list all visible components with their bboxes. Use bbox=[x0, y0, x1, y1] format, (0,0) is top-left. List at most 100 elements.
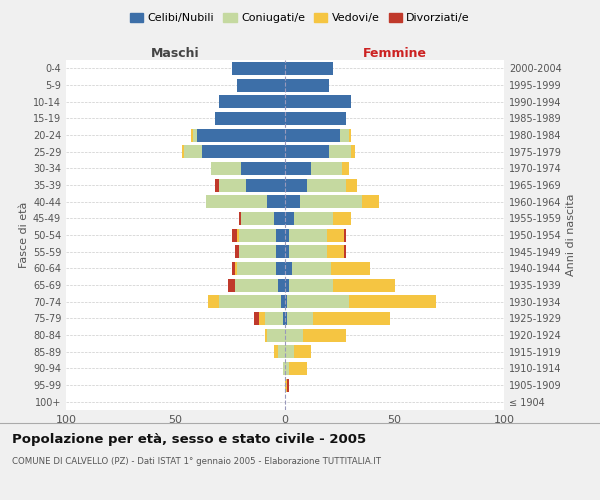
Bar bbox=[285, 328, 302, 342]
Bar bbox=[237, 262, 276, 275]
Bar bbox=[278, 278, 285, 291]
Bar bbox=[278, 345, 285, 358]
Bar bbox=[285, 245, 289, 258]
Bar bbox=[307, 178, 346, 192]
Bar bbox=[239, 228, 276, 241]
Y-axis label: Fasce di età: Fasce di età bbox=[19, 202, 29, 268]
Bar bbox=[285, 278, 289, 291]
Text: Femmine: Femmine bbox=[362, 47, 427, 60]
Bar bbox=[333, 278, 395, 291]
Bar bbox=[235, 245, 239, 258]
Bar bbox=[220, 295, 281, 308]
Bar bbox=[182, 145, 184, 158]
Bar bbox=[313, 312, 390, 325]
Bar bbox=[241, 162, 285, 175]
Bar bbox=[285, 378, 287, 392]
Bar bbox=[292, 262, 331, 275]
Bar bbox=[235, 262, 237, 275]
Bar bbox=[265, 312, 283, 325]
Bar bbox=[301, 195, 362, 208]
Bar bbox=[346, 178, 357, 192]
Legend: Celibi/Nubili, Coniugati/e, Vedovi/e, Divorziati/e: Celibi/Nubili, Coniugati/e, Vedovi/e, Di… bbox=[125, 8, 475, 28]
Bar bbox=[184, 145, 202, 158]
Bar bbox=[208, 295, 220, 308]
Bar bbox=[285, 195, 301, 208]
Bar bbox=[259, 312, 265, 325]
Bar bbox=[349, 128, 350, 141]
Bar bbox=[289, 278, 333, 291]
Bar bbox=[289, 245, 326, 258]
Bar bbox=[344, 228, 346, 241]
Bar bbox=[245, 178, 285, 192]
Bar bbox=[237, 78, 285, 92]
Bar bbox=[215, 112, 285, 125]
Bar bbox=[349, 295, 436, 308]
Bar bbox=[276, 228, 285, 241]
Bar bbox=[211, 162, 241, 175]
Text: COMUNE DI CALVELLO (PZ) - Dati ISTAT 1° gennaio 2005 - Elaborazione TUTTITALIA.I: COMUNE DI CALVELLO (PZ) - Dati ISTAT 1° … bbox=[12, 457, 381, 466]
Bar bbox=[285, 178, 307, 192]
Bar bbox=[268, 328, 285, 342]
Bar bbox=[294, 212, 333, 225]
Bar bbox=[289, 228, 326, 241]
Bar bbox=[254, 312, 259, 325]
Bar bbox=[239, 245, 276, 258]
Bar bbox=[351, 145, 355, 158]
Bar bbox=[220, 178, 245, 192]
Bar bbox=[287, 295, 349, 308]
Bar bbox=[340, 128, 349, 141]
Bar bbox=[202, 145, 285, 158]
Text: Maschi: Maschi bbox=[151, 47, 200, 60]
Bar bbox=[276, 262, 285, 275]
Bar bbox=[333, 212, 350, 225]
Bar bbox=[197, 128, 285, 141]
Bar bbox=[285, 162, 311, 175]
Bar bbox=[285, 212, 294, 225]
Bar bbox=[344, 245, 346, 258]
Bar bbox=[285, 128, 340, 141]
Bar bbox=[232, 228, 237, 241]
Bar bbox=[285, 95, 351, 108]
Bar bbox=[326, 245, 344, 258]
Bar bbox=[285, 312, 287, 325]
Bar bbox=[289, 362, 307, 375]
Bar bbox=[294, 345, 311, 358]
Bar bbox=[362, 195, 379, 208]
Bar bbox=[235, 278, 278, 291]
Bar bbox=[285, 362, 289, 375]
Bar bbox=[331, 262, 370, 275]
Bar bbox=[285, 112, 346, 125]
Bar bbox=[274, 345, 278, 358]
Bar bbox=[232, 262, 235, 275]
Bar bbox=[342, 162, 349, 175]
Bar bbox=[287, 378, 289, 392]
Bar bbox=[237, 228, 239, 241]
Bar bbox=[228, 278, 235, 291]
Bar bbox=[283, 312, 285, 325]
Bar bbox=[215, 178, 220, 192]
Bar bbox=[283, 362, 285, 375]
Text: Popolazione per età, sesso e stato civile - 2005: Popolazione per età, sesso e stato civil… bbox=[12, 432, 366, 446]
Bar bbox=[220, 95, 285, 108]
Bar bbox=[326, 228, 344, 241]
Bar bbox=[285, 145, 329, 158]
Bar bbox=[206, 195, 268, 208]
Bar bbox=[311, 162, 342, 175]
Bar bbox=[285, 62, 333, 75]
Bar bbox=[191, 128, 193, 141]
Bar bbox=[268, 195, 285, 208]
Bar bbox=[302, 328, 346, 342]
Bar bbox=[281, 295, 285, 308]
Bar bbox=[287, 312, 313, 325]
Y-axis label: Anni di nascita: Anni di nascita bbox=[566, 194, 576, 276]
Bar bbox=[285, 78, 329, 92]
Bar bbox=[232, 62, 285, 75]
Bar bbox=[241, 212, 274, 225]
Bar bbox=[193, 128, 197, 141]
Bar bbox=[274, 212, 285, 225]
Bar bbox=[285, 345, 294, 358]
Bar bbox=[285, 295, 287, 308]
Bar bbox=[285, 262, 292, 275]
Bar bbox=[239, 212, 241, 225]
Bar bbox=[265, 328, 268, 342]
